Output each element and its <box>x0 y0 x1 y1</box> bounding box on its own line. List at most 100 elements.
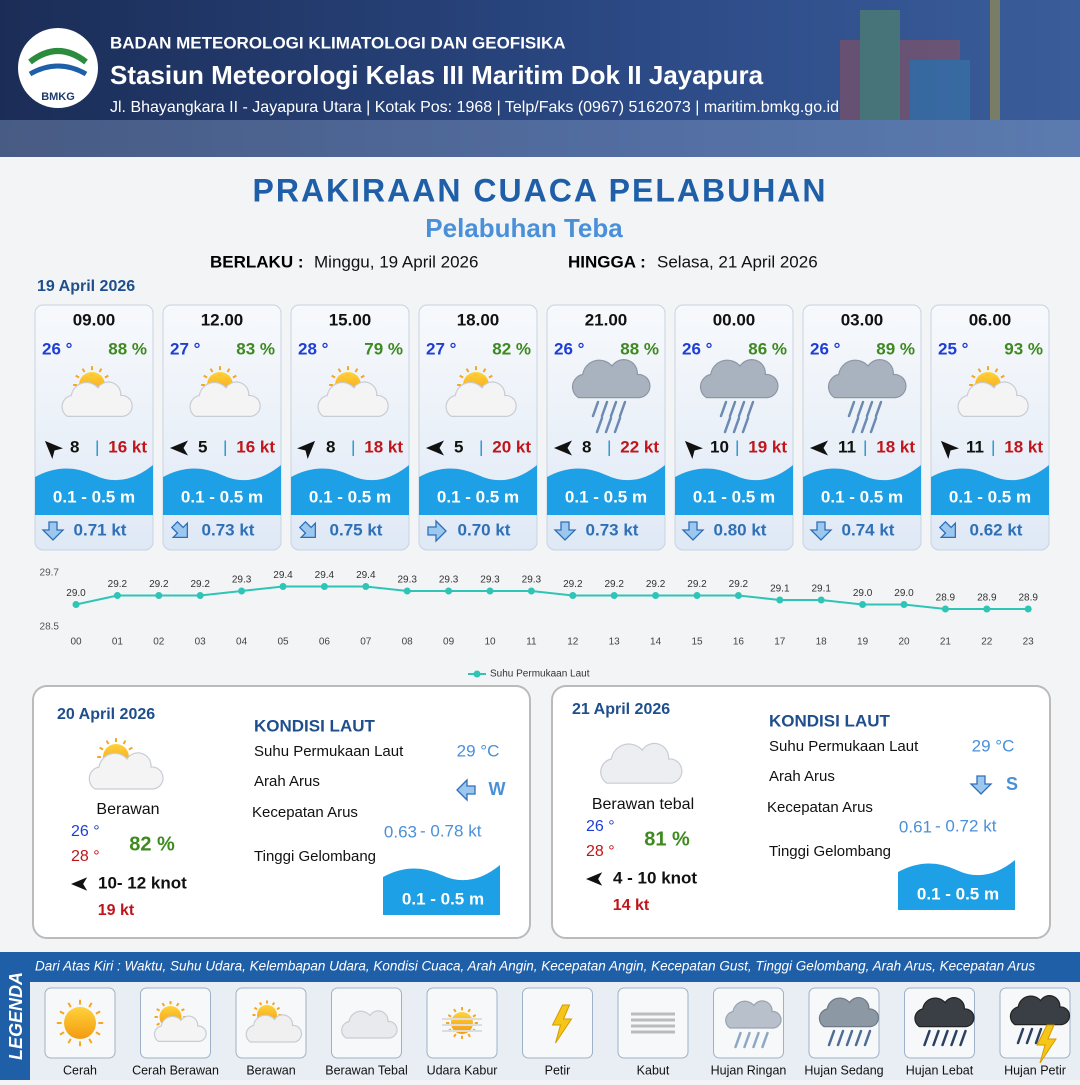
current-arrow <box>170 520 189 539</box>
time: 09.00 <box>73 310 116 329</box>
legend-item: Kabut <box>637 1063 670 1077</box>
sun-ray <box>128 746 133 751</box>
separator: | <box>607 437 611 456</box>
humidity: 83 % <box>236 339 275 358</box>
data-label: 29.3 <box>397 575 417 586</box>
sun-disc <box>64 1007 96 1039</box>
date: 21 April 2026 <box>572 701 670 718</box>
temperature: 27 ° <box>170 339 201 358</box>
data-label: 29.0 <box>894 588 914 599</box>
x-tick-label: 18 <box>816 637 828 648</box>
rain-icon <box>836 1029 845 1047</box>
rain-icon <box>723 416 732 434</box>
data-label: 28.9 <box>936 593 956 604</box>
valid-to: Selasa, 21 April 2026 <box>657 252 818 271</box>
legend-item: Berawan <box>246 1063 295 1077</box>
legend-box <box>617 987 689 1059</box>
legend-desc-bg <box>30 952 1080 982</box>
dir-label: Arah Arus <box>254 773 320 790</box>
wind-speed: 8 <box>582 437 591 456</box>
wind-speed: 10 <box>710 437 729 456</box>
rain-icon <box>600 400 609 418</box>
sst: 29 °C <box>972 736 1015 755</box>
wave-band <box>35 465 153 515</box>
cloud-icon <box>571 359 651 399</box>
cloud-icon <box>827 359 907 399</box>
sun-disc <box>451 1012 473 1034</box>
wave-height: 0.1 - 0.5 m <box>53 487 135 506</box>
rain-icon <box>734 1031 742 1049</box>
point <box>279 583 287 590</box>
rain-icon <box>856 400 865 418</box>
point <box>155 592 163 599</box>
gust: 16 kt <box>236 437 275 456</box>
speed-label: Kecepatan Arus <box>767 799 873 816</box>
sea-title: KONDISI LAUT <box>769 711 891 730</box>
current-speed: 0.73 kt <box>202 520 255 539</box>
gust: 16 kt <box>108 437 147 456</box>
arrow-icon <box>170 440 188 456</box>
sun-ray <box>95 1031 101 1036</box>
cloud-icon <box>914 997 975 1028</box>
wind-speed: 5 <box>454 437 463 456</box>
y-tick-label: 28.5 <box>40 622 60 633</box>
rain-icon <box>719 400 728 418</box>
current-direction: S <box>1006 774 1018 794</box>
sun-ray <box>331 374 336 379</box>
address: Jl. Bhayangkara II - Jayapura Utara | Ko… <box>110 99 839 116</box>
arrow-icon <box>426 440 444 456</box>
sun-ray <box>88 1002 93 1008</box>
rain-icon <box>1025 1027 1034 1045</box>
logo-mark <box>28 48 88 65</box>
arrow-icon <box>554 440 572 456</box>
rain-icon <box>761 1031 769 1049</box>
point <box>196 592 204 599</box>
sst: 29 °C <box>457 741 500 760</box>
title: PRAKIRAAN CUACA PELABUHAN <box>252 172 827 208</box>
wave-height: 0.1 - 0.5 m <box>565 487 647 506</box>
cloud-icon <box>725 1000 782 1029</box>
wave-band <box>931 465 1049 515</box>
gust: 22 kt <box>620 437 659 456</box>
wave-band <box>163 465 281 515</box>
wind-speed: 8 <box>70 437 79 456</box>
legend-item: Hujan Ringan <box>711 1063 787 1077</box>
gust: 19 kt <box>98 902 135 919</box>
temp-min: 26 ° <box>71 823 100 840</box>
point <box>362 583 370 590</box>
sun-ray <box>459 374 464 379</box>
temp-min: 26 ° <box>586 818 615 835</box>
rain-icon <box>865 400 874 418</box>
rain-icon <box>847 400 856 418</box>
time: 03.00 <box>841 310 884 329</box>
point <box>527 587 535 595</box>
lightning-icon <box>1036 1024 1057 1064</box>
logo-text: BMKG <box>41 91 75 103</box>
x-tick-label: 09 <box>443 637 455 648</box>
legend-strip <box>0 952 30 1080</box>
humidity: 93 % <box>1004 339 1043 358</box>
rain-icon <box>746 400 755 418</box>
station: Stasiun Meteorologi Kelas III Maritim Do… <box>110 60 764 90</box>
temperature: 26 ° <box>682 339 713 358</box>
valid-to-label: HINGGA : <box>568 252 646 271</box>
speed-label: Kecepatan Arus <box>252 804 358 821</box>
x-tick-label: 00 <box>70 637 82 648</box>
sun-ray <box>232 374 237 379</box>
rain-icon <box>743 1031 751 1049</box>
legend-item: Petir <box>545 1063 571 1077</box>
y-tick-label: 29.7 <box>40 568 60 579</box>
sun-ray <box>360 374 365 379</box>
header-decoration <box>0 0 1080 157</box>
arrow-icon <box>684 440 703 459</box>
point <box>652 592 660 599</box>
sun-ray <box>122 740 127 745</box>
sst-label: Suhu Permukaan Laut <box>769 738 919 755</box>
point <box>610 592 618 599</box>
sun-ray <box>337 368 342 373</box>
current-arrow <box>298 520 317 539</box>
legend-item: Cerah Berawan <box>132 1063 219 1077</box>
data-label: 29.3 <box>439 575 459 586</box>
wave-height: 0.1 - 0.5 m <box>821 487 903 506</box>
wind: 4 - 10 knot <box>613 868 697 887</box>
